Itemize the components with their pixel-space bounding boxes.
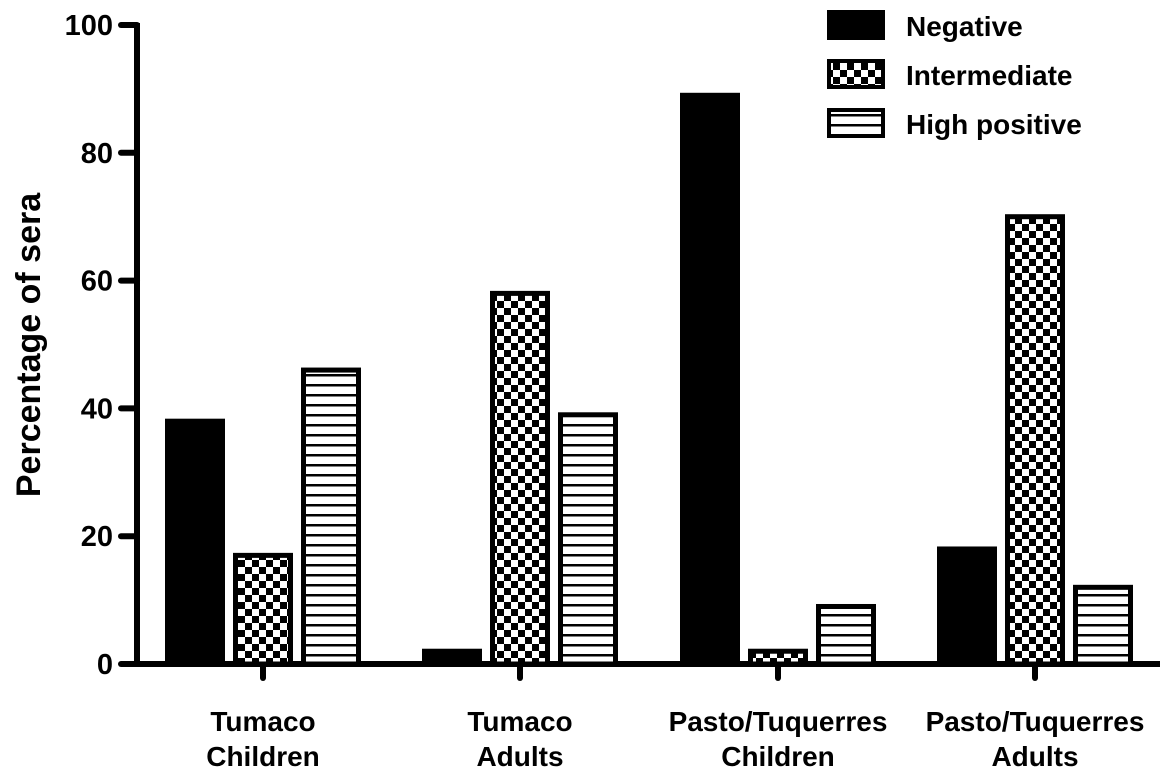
bar-high-positive[interactable]	[301, 367, 361, 667]
bar-negative[interactable]	[422, 648, 482, 667]
x-category-label: Tumaco	[210, 706, 315, 737]
bar-intermediate[interactable]	[1005, 214, 1065, 667]
legend-swatch	[827, 108, 885, 138]
bar-high-positive[interactable]	[1073, 584, 1133, 667]
x-category-label: Children	[721, 741, 835, 772]
bar-negative[interactable]	[680, 92, 740, 667]
bar-intermediate[interactable]	[490, 290, 550, 667]
y-tick-label: 60	[81, 266, 113, 298]
bar-intermediate[interactable]	[233, 552, 293, 667]
legend-label: Negative	[906, 11, 1023, 42]
y-tick-label: 0	[97, 649, 113, 681]
legend[interactable]: Negative Intermediate High positive	[827, 10, 1082, 140]
y-axis-label: Percentage of sera	[10, 192, 48, 497]
x-category-label: Pasto/Tuquerres	[669, 706, 888, 737]
legend-swatch	[827, 59, 885, 89]
x-category-label: Adults	[991, 741, 1078, 772]
x-axis: Tumaco Children Tumaco Adults Pasto/Tuquerre…	[134, 661, 1160, 772]
bar-high-positive[interactable]	[816, 603, 876, 667]
y-tick-label: 40	[81, 393, 113, 425]
bar-negative[interactable]	[165, 418, 225, 667]
bar-intermediate[interactable]	[748, 648, 808, 667]
legend-swatch	[827, 10, 885, 40]
y-tick-label: 80	[81, 138, 113, 170]
x-category-label: Adults	[476, 741, 563, 772]
y-tick-label: 100	[65, 10, 113, 42]
legend-label: High positive	[906, 109, 1082, 140]
bar-negative[interactable]	[937, 546, 997, 667]
legend-label: Intermediate	[906, 60, 1073, 91]
x-category-label: Tumaco	[467, 706, 572, 737]
y-axis: 0 20 40 60 80 100	[65, 10, 140, 681]
bar-high-positive[interactable]	[558, 412, 618, 667]
x-category-label: Children	[206, 741, 320, 772]
bars-group	[165, 92, 1133, 667]
y-tick-label: 20	[81, 521, 113, 553]
x-category-label: Pasto/Tuquerres	[926, 706, 1145, 737]
